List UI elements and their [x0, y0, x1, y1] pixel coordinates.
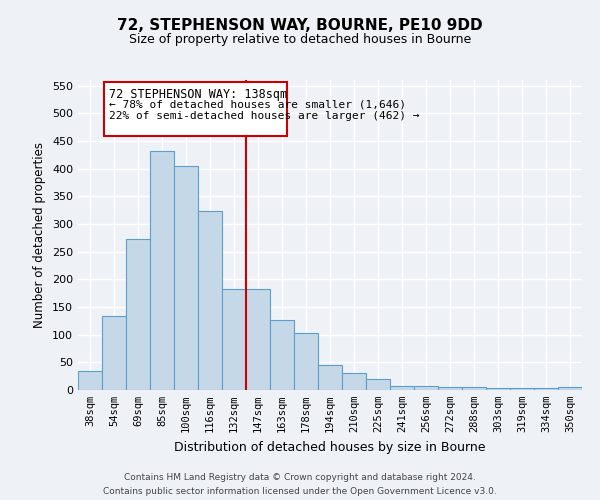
- Text: Size of property relative to detached houses in Bourne: Size of property relative to detached ho…: [129, 32, 471, 46]
- Bar: [510, 388, 534, 390]
- Text: 72 STEPHENSON WAY: 138sqm: 72 STEPHENSON WAY: 138sqm: [109, 88, 287, 101]
- Bar: [318, 364, 342, 390]
- Bar: [534, 388, 558, 390]
- Bar: [150, 151, 174, 390]
- Bar: [294, 333, 318, 390]
- Bar: [222, 288, 246, 390]
- Bar: [126, 239, 150, 390]
- X-axis label: Distribution of detached houses by size in Bourne: Distribution of detached houses by size …: [174, 440, 486, 454]
- Text: ← 78% of detached houses are smaller (1,646): ← 78% of detached houses are smaller (1,…: [109, 100, 406, 110]
- Bar: [246, 288, 270, 390]
- Bar: [366, 379, 390, 390]
- Text: 72, STEPHENSON WAY, BOURNE, PE10 9DD: 72, STEPHENSON WAY, BOURNE, PE10 9DD: [117, 18, 483, 32]
- Bar: [102, 316, 126, 390]
- FancyBboxPatch shape: [104, 82, 287, 136]
- Bar: [270, 320, 294, 390]
- Y-axis label: Number of detached properties: Number of detached properties: [34, 142, 46, 328]
- Text: Contains HM Land Registry data © Crown copyright and database right 2024.: Contains HM Land Registry data © Crown c…: [124, 473, 476, 482]
- Bar: [174, 166, 198, 390]
- Text: 22% of semi-detached houses are larger (462) →: 22% of semi-detached houses are larger (…: [109, 111, 420, 121]
- Bar: [390, 386, 414, 390]
- Bar: [486, 388, 510, 390]
- Bar: [438, 387, 462, 390]
- Bar: [342, 374, 366, 390]
- Bar: [558, 387, 582, 390]
- Text: Contains public sector information licensed under the Open Government Licence v3: Contains public sector information licen…: [103, 486, 497, 496]
- Bar: [78, 370, 102, 390]
- Bar: [414, 386, 438, 390]
- Bar: [462, 387, 486, 390]
- Bar: [198, 211, 222, 390]
